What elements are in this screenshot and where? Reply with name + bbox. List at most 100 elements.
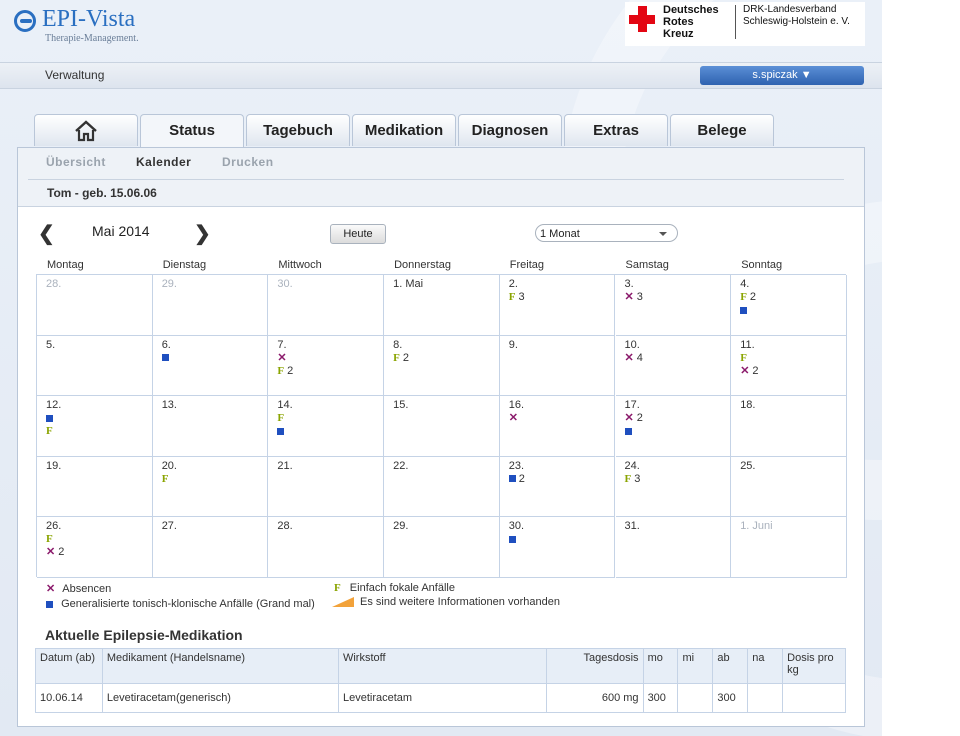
calendar-grid: 28. 29. 30. 1. Mai 2. F 3 3. ✕ 3 4. F 2 5. 6. 7. ✕ F 2 8. F 2… — [36, 274, 847, 578]
table-header-row: Datum (ab) Medikament (Handelsname) Wirkst… — [35, 648, 846, 684]
subnav-uebersicht[interactable]: Übersicht — [46, 155, 106, 169]
day-number: 10. — [624, 338, 640, 351]
column-header[interactable]: Datum (ab) — [35, 648, 103, 684]
calendar-day-cell[interactable]: 21. — [268, 456, 385, 518]
calendar-day-cell[interactable]: 27. — [152, 517, 269, 578]
absence-cross-icon: ✕ — [624, 351, 634, 364]
calendar-day-cell[interactable]: 9. — [499, 335, 616, 397]
column-header[interactable]: Tagesdosis — [545, 648, 644, 684]
focal-seizure-icon: F — [334, 582, 341, 594]
calendar-day-cell[interactable]: 1. Mai — [384, 275, 500, 336]
view-range-select[interactable]: 1 Monat — [535, 224, 678, 242]
drk-name: Deutsches Rotes Kreuz — [663, 4, 729, 40]
calendar-day-cell[interactable]: 7. ✕ F 2 — [268, 335, 385, 397]
calendar-day-cell[interactable]: 5. — [37, 335, 153, 397]
calendar-day-cell[interactable]: 4. F 2 — [731, 275, 847, 336]
calendar-day-cell[interactable]: 18. — [731, 396, 847, 457]
seizure-entry — [624, 425, 731, 438]
calendar-day-cell[interactable]: 30. — [268, 275, 385, 336]
month-label: Mai 2014 — [92, 223, 150, 239]
calendar-day-cell[interactable]: 26. F ✕ 2 — [37, 517, 153, 578]
calendar-day-cell[interactable]: 28. — [37, 275, 153, 336]
today-button[interactable]: Heute — [330, 224, 386, 244]
calendar-day-cell[interactable]: 20. F — [152, 456, 269, 518]
column-header[interactable]: ab — [712, 648, 749, 684]
day-number: 30. — [277, 278, 293, 290]
tab-status[interactable]: Status — [140, 114, 244, 148]
seizure-count: 2 — [402, 351, 409, 364]
sub-navigation-bar: Übersicht Kalender Drucken Tom - geb. 15… — [18, 148, 864, 207]
seizure-entry: F — [46, 533, 152, 546]
calendar-day-cell[interactable]: 10. ✕ 4 — [615, 335, 732, 397]
subnav-kalender[interactable]: Kalender — [136, 155, 192, 169]
seizure-entry — [277, 425, 383, 438]
table-row[interactable]: 10.06.14 Levetiracetam(generisch) Levetira… — [35, 683, 846, 713]
calendar-day-cell[interactable]: 6. — [152, 335, 269, 397]
calendar-day-cell[interactable]: 13. — [152, 396, 269, 457]
calendar-day-cell[interactable]: 31. — [615, 517, 732, 578]
calendar-day-cell[interactable]: 14. F — [268, 396, 385, 457]
user-menu-button[interactable]: s.spiczak ▼ — [700, 66, 864, 85]
tab-tagebuch[interactable]: Tagebuch — [246, 114, 350, 146]
tab-extras[interactable]: Extras — [564, 114, 668, 146]
column-header[interactable]: na — [747, 648, 784, 684]
calendar-day-cell[interactable]: 23. 2 — [499, 456, 616, 518]
table-body: 10.06.14 Levetiracetam(generisch) Levetira… — [35, 683, 846, 713]
calendar-day-cell[interactable]: 16. ✕ — [499, 396, 616, 457]
prev-month-button[interactable]: ❮ — [38, 223, 55, 245]
focal-seizure-icon: F — [277, 412, 285, 425]
calendar-day-cell[interactable]: 2. F 3 — [499, 275, 616, 336]
calendar-day-cell[interactable]: 8. F 2 — [384, 335, 500, 397]
calendar-day-cell[interactable]: 25. — [731, 456, 847, 518]
column-header[interactable]: Dosis pro kg — [782, 648, 846, 684]
seizure-entry: F — [46, 425, 152, 438]
calendar-day-cell[interactable]: 24. F 3 — [615, 456, 732, 518]
seizure-count: 2 — [636, 412, 643, 425]
weekday-header: Donnerstag — [394, 259, 451, 271]
calendar-day-cell[interactable]: 1. Juni — [731, 517, 847, 578]
calendar-day-cell[interactable]: 15. — [384, 396, 500, 457]
calendar-day-cell[interactable]: 19. — [37, 456, 153, 518]
grandmal-square-icon — [624, 427, 632, 435]
day-number: 31. — [624, 520, 640, 533]
calendar-day-cell[interactable]: 28. — [268, 517, 385, 578]
subnav-drucken[interactable]: Drucken — [222, 155, 274, 169]
column-header[interactable]: Wirkstoff — [337, 648, 547, 684]
day-number: 29. — [161, 278, 177, 290]
calendar-day-cell[interactable]: 30. — [499, 517, 616, 578]
day-number: 19. — [46, 459, 62, 472]
seizure-entry: 2 — [508, 473, 615, 486]
calendar-day-cell[interactable]: 11. F ✕ 2 — [731, 335, 847, 397]
focal-seizure-icon: F — [277, 364, 285, 377]
calendar-day-cell[interactable]: 22. — [384, 456, 500, 518]
weekday-header: Samstag — [625, 259, 669, 271]
column-header[interactable]: mi — [677, 648, 714, 684]
calendar-day-cell[interactable]: 17. ✕ 2 — [615, 396, 732, 457]
column-header[interactable]: mo — [642, 648, 679, 684]
table-cell: 300 — [642, 683, 679, 713]
tab-home[interactable] — [34, 114, 138, 146]
grandmal-square-icon — [46, 414, 53, 422]
next-month-button[interactable]: ❯ — [194, 223, 211, 245]
tab-diagnosen[interactable]: Diagnosen — [458, 114, 562, 146]
focal-seizure-icon: F — [740, 351, 747, 364]
weekday-header: Mittwoch — [278, 259, 322, 271]
grandmal-square-icon — [508, 535, 516, 543]
calendar-day-cell[interactable]: 12. F — [37, 396, 153, 457]
day-number: 18. — [740, 399, 756, 412]
calendar-day-cell[interactable]: 29. — [384, 517, 500, 578]
calendar-day-cell[interactable]: 3. ✕ 3 — [615, 275, 732, 336]
focal-seizure-icon: F — [508, 291, 516, 303]
legend-label: Es sind weitere Informationen vorhanden — [360, 596, 560, 608]
admin-link[interactable]: Verwaltung — [45, 68, 105, 82]
tab-belege[interactable]: Belege — [670, 114, 774, 146]
seizure-entry — [161, 352, 268, 365]
day-number: 22. — [393, 459, 409, 472]
tab-medikation[interactable]: Medikation — [352, 114, 456, 146]
column-header[interactable]: Medikament (Handelsname) — [101, 648, 339, 684]
calendar-day-cell[interactable]: 29. — [152, 275, 269, 336]
cross-icon: ✕ — [46, 583, 56, 595]
